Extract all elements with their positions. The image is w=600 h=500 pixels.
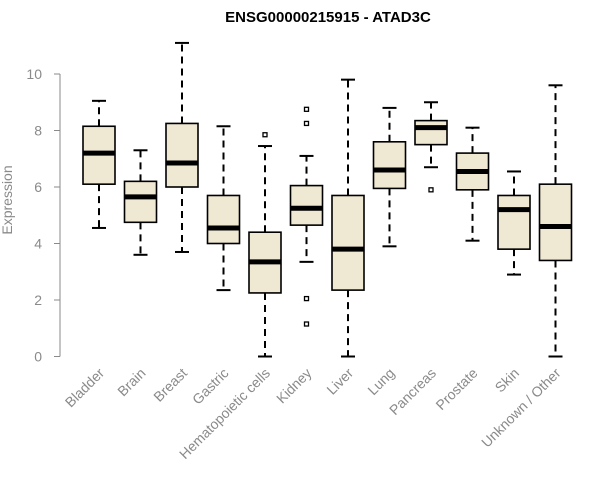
category-label: Breast bbox=[150, 365, 190, 405]
category-label: Bladder bbox=[62, 365, 108, 411]
y-axis: 0 2 4 6 8 10 bbox=[26, 66, 61, 365]
box-group bbox=[165, 41, 199, 253]
category-label: Liver bbox=[323, 365, 356, 398]
y-tick-label: 0 bbox=[34, 349, 42, 365]
box-group bbox=[289, 106, 324, 327]
iqr-box bbox=[206, 194, 241, 245]
iqr-box bbox=[497, 194, 531, 250]
box-group bbox=[123, 149, 158, 256]
outlier-point bbox=[303, 120, 310, 127]
box-group bbox=[331, 78, 365, 358]
chart-title: ENSG00000215915 - ATAD3C bbox=[225, 9, 431, 26]
category-label: Prostate bbox=[432, 365, 480, 413]
box-group bbox=[372, 106, 407, 248]
box-group bbox=[538, 84, 573, 358]
category-label: Skin bbox=[492, 365, 523, 396]
iqr-box bbox=[289, 184, 324, 226]
y-tick-label: 6 bbox=[34, 179, 42, 195]
iqr-box bbox=[538, 183, 573, 262]
y-tick-label: 4 bbox=[34, 236, 42, 252]
boxes bbox=[82, 41, 573, 358]
y-tick-label: 2 bbox=[34, 292, 42, 308]
category-label: Unknown / Other bbox=[478, 365, 564, 451]
iqr-box bbox=[331, 194, 365, 291]
outlier-point bbox=[262, 132, 268, 138]
category-label: Brain bbox=[114, 365, 148, 399]
iqr-box bbox=[372, 141, 407, 190]
iqr-box bbox=[414, 119, 448, 146]
iqr-box bbox=[165, 122, 199, 188]
outlier-point bbox=[303, 321, 310, 327]
box-group bbox=[206, 125, 241, 292]
outlier-point bbox=[303, 106, 310, 112]
outlier-point bbox=[303, 295, 310, 302]
box-group bbox=[248, 132, 282, 358]
box-group bbox=[497, 170, 531, 276]
category-label: Kidney bbox=[273, 365, 315, 407]
box-group bbox=[414, 101, 448, 193]
box-group bbox=[455, 126, 490, 242]
y-axis-label: Expression bbox=[0, 165, 15, 234]
outlier-point bbox=[428, 187, 434, 193]
y-tick-label: 10 bbox=[26, 66, 42, 82]
y-tick-label: 8 bbox=[34, 123, 42, 139]
iqr-box bbox=[123, 180, 158, 224]
box-group bbox=[82, 99, 116, 229]
category-label: Lung bbox=[364, 365, 397, 398]
